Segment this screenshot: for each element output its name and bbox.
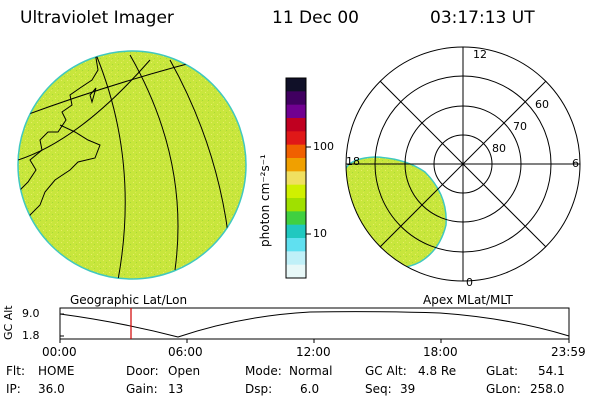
colorbar-segment (286, 131, 306, 146)
dsp-value: 6.0 (300, 382, 320, 396)
altitude-x-tick-1200: 12:00 (296, 345, 331, 359)
colorbar-segment (286, 211, 306, 226)
seq-label: Seq: (365, 382, 392, 396)
ip-label: IP: (6, 382, 21, 396)
colorbar-segment (286, 144, 306, 159)
colorbar-segment (286, 198, 306, 212)
glon-value: 258.0 (530, 382, 565, 396)
gain-label: Gain: (126, 382, 158, 396)
altitude-x-tick-1800: 18:00 (423, 345, 458, 359)
polar-plot-caption: Apex MLat/MLT (423, 293, 513, 307)
colorbar-segment (286, 118, 306, 132)
colorbar (286, 78, 306, 279)
meridian-line (94, 51, 126, 279)
mode-label: Mode: (245, 364, 282, 378)
colorbar-segment (286, 91, 306, 106)
colorbar-segment (286, 238, 306, 252)
geo-map-caption: Geographic Lat/Lon (70, 293, 188, 307)
altitude-plot (59, 307, 570, 343)
polar-axis-diagonal (379, 80, 547, 248)
mlt-label-12: 12 (473, 48, 487, 61)
mlt-label-6: 6 (572, 157, 579, 170)
lat-label-70: 70 (513, 120, 527, 133)
altitude-axis-label: GC Alt (2, 305, 15, 340)
colorbar-segment (286, 158, 306, 172)
glat-label: GLat: (486, 364, 519, 378)
glat-value: 54.1 (538, 364, 565, 378)
altitude-y-tick-9: 9.0 (22, 307, 40, 320)
altitude-x-tick-0600: 06:00 (168, 345, 203, 359)
altitude-curve (59, 311, 570, 338)
polar-plot (345, 46, 581, 282)
lat-label-80: 80 (492, 142, 506, 155)
observation-date: 11 Dec 00 (272, 8, 359, 28)
altitude-x-tick-2359: 23:59 (551, 345, 586, 359)
altitude-y-tick-1.8: 1.8 (22, 329, 40, 342)
gcalt-label: GC Alt: (365, 364, 407, 378)
dsp-label: Dsp: (245, 382, 273, 396)
colorbar-segment (286, 184, 306, 199)
flt-label: Flt: (6, 364, 25, 378)
meridian-line (129, 54, 179, 271)
colorbar-segment (286, 78, 306, 92)
colorbar-frame (285, 77, 307, 279)
meridian-line (169, 59, 231, 251)
altitude-plot-frame (59, 307, 570, 340)
seq-value: 39 (400, 382, 416, 396)
colorbar-segment (286, 104, 306, 119)
mlt-label-18: 18 (346, 155, 360, 168)
glon-label: GLon: (486, 382, 521, 396)
mode-value: Normal (289, 364, 333, 378)
coastline (19, 51, 241, 279)
door-value: Open (168, 364, 201, 378)
earth-disk (17, 50, 247, 280)
colorbar-segment (286, 264, 306, 279)
parallel-line (18, 59, 151, 161)
altitude-x-tick-0000: 00:00 (42, 345, 77, 359)
observation-time: 03:17:13 UT (430, 8, 535, 28)
door-label: Door: (126, 364, 159, 378)
flt-value: HOME (38, 364, 75, 378)
colorbar-unit-label: photon cm⁻²s⁻¹ (258, 154, 272, 247)
colorbar-tick-100: 100 (313, 140, 334, 153)
geo-map (17, 50, 247, 280)
instrument-title: Ultraviolet Imager (20, 8, 174, 28)
colorbar-tick-10: 10 (313, 227, 327, 240)
gcalt-value: 4.8 Re (418, 364, 457, 378)
colorbar-segment (286, 171, 306, 186)
colorbar-segment (286, 224, 306, 239)
gain-value: 13 (168, 382, 184, 396)
lat-label-60: 60 (535, 98, 549, 111)
mlt-label-0: 0 (466, 276, 473, 289)
ip-value: 36.0 (38, 382, 65, 396)
colorbar-segment (286, 251, 306, 266)
